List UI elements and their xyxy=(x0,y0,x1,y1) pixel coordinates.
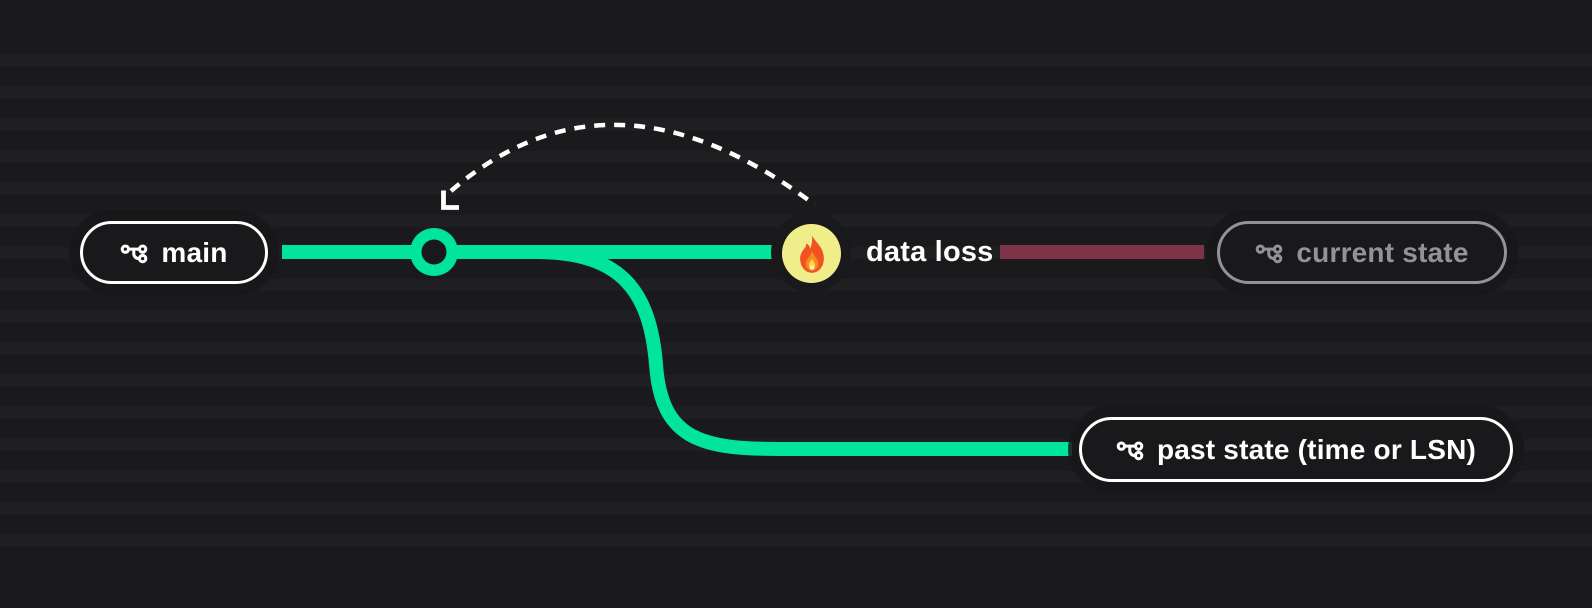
dashed-curved-arrow xyxy=(449,122,817,207)
branch-point-node-hole xyxy=(421,239,447,265)
branch-pill-past-state-label: past state (time or LSN) xyxy=(1156,433,1477,465)
branch-pill-main-label: main xyxy=(161,236,228,268)
flame-icon xyxy=(799,234,824,273)
git-branch-icon xyxy=(1116,440,1144,460)
branch-pill-current-state-label: current state xyxy=(1296,236,1469,268)
data-loss-label: data loss xyxy=(866,236,994,268)
branch-pill-current-state: current state xyxy=(1217,221,1507,284)
branch-pill-past-state: past state (time or LSN) xyxy=(1079,417,1513,482)
restore-branch-line xyxy=(535,245,1072,456)
git-branch-icon xyxy=(1256,243,1283,263)
data-loss-fire-badge xyxy=(782,224,841,283)
dashed-arrow-head xyxy=(441,190,459,210)
branch-pill-main: main xyxy=(80,221,268,284)
git-branch-icon xyxy=(121,243,148,263)
